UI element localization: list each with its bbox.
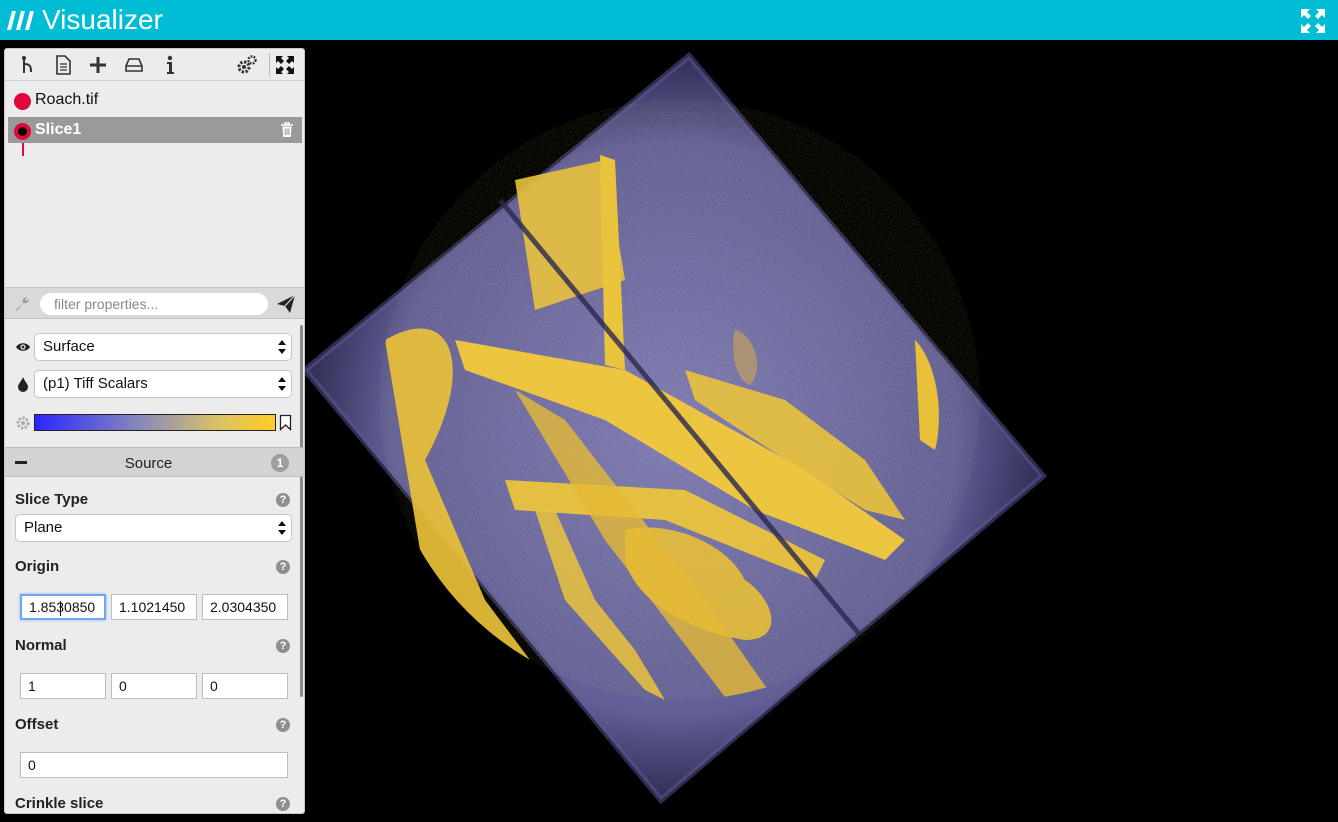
normal-z-value: 0 [210,678,218,694]
select-arrows-icon [278,377,286,391]
render-viewport[interactable] [305,40,1338,822]
help-icon[interactable]: ? [276,718,290,732]
filter-bar [5,287,304,319]
bookmark-icon[interactable] [279,414,292,431]
source-section-header[interactable]: Source 1 [5,447,304,477]
top-bar: Visualizer [0,0,1338,40]
text-caret [60,601,61,616]
help-icon[interactable]: ? [276,493,290,507]
info-icon[interactable] [159,54,181,76]
file-icon[interactable] [52,54,74,76]
expand-arrows-icon[interactable] [1300,8,1326,34]
select-arrows-icon [278,521,286,535]
slice-type-value: Plane [24,519,63,536]
collapse-minus-icon[interactable] [15,461,27,464]
pipeline-item-label: Roach.tif [35,91,99,108]
normal-x-value: 1 [28,678,36,694]
offset-input[interactable]: 0 [20,752,288,778]
slice-type-label: Slice Type [15,491,89,508]
offset-label: Offset [15,716,59,733]
pipeline-link [22,136,24,156]
representation-value: Surface [43,338,95,355]
colormap-bar[interactable] [34,414,276,431]
drive-icon[interactable] [123,54,145,76]
pipeline-item-roach[interactable]: Roach.tif [8,87,302,113]
properties-panel[interactable]: Surface (p1) Tiff Scalars Source 1 Slice… [5,319,304,813]
branch-icon[interactable] [16,54,38,76]
drop-icon [18,377,28,392]
origin-y-input[interactable]: 1.1021450 [111,594,197,620]
pipeline-visibility-dot[interactable] [14,93,31,110]
origin-z-input[interactable]: 2.0304350 [202,594,288,620]
wrench-icon [16,297,29,311]
plus-icon[interactable] [87,54,109,76]
offset-value: 0 [28,757,36,773]
volume-rendering[interactable] [305,40,1338,822]
origin-x-input[interactable]: 1.8530850 [20,594,106,620]
origin-label: Origin [15,558,60,575]
trash-icon[interactable] [280,122,294,138]
pipeline-item-label: Slice1 [35,121,82,138]
pipeline-browser: Roach.tif Slice1 [5,81,304,287]
origin-z-value: 2.0304350 [210,599,277,615]
normal-y-value: 0 [119,678,127,694]
gears-icon[interactable] [236,54,258,76]
color-by-select[interactable]: (p1) Tiff Scalars [34,370,292,398]
pipeline-visibility-dot-selected[interactable] [14,123,31,140]
normal-z-input[interactable]: 0 [202,673,288,699]
toolbar-separator [269,53,270,77]
help-icon[interactable]: ? [276,639,290,653]
slice-cut [498,198,862,637]
representation-select[interactable]: Surface [34,333,292,361]
normal-y-input[interactable]: 0 [111,673,197,699]
properties-scrollbar[interactable] [300,325,303,697]
slice-type-select[interactable]: Plane [15,514,292,542]
select-arrows-icon [278,340,286,354]
filter-properties-input[interactable] [40,293,268,315]
help-icon[interactable]: ? [276,797,290,811]
normal-label: Normal [15,637,67,654]
fit-arrows-icon[interactable] [274,54,296,76]
origin-y-value: 1.1021450 [119,599,186,615]
normal-x-input[interactable]: 1 [20,673,106,699]
eye-icon [16,343,30,351]
panel-toolbar [5,49,304,81]
section-badge: 1 [271,454,289,472]
app-title: Visualizer [42,4,163,35]
send-icon[interactable] [276,294,296,314]
help-icon[interactable]: ? [276,560,290,574]
crinkle-slice-label: Crinkle slice [15,795,104,812]
visualizer-logo-icon [7,11,34,30]
gear-icon[interactable] [15,415,31,431]
color-by-value: (p1) Tiff Scalars [43,375,148,392]
slice-surface [380,100,980,700]
origin-x-value: 1.8530850 [29,599,96,615]
pipeline-item-slice1[interactable]: Slice1 [8,117,302,143]
section-title: Source [124,455,173,472]
side-panel: Roach.tif Slice1 Surface [4,48,305,814]
